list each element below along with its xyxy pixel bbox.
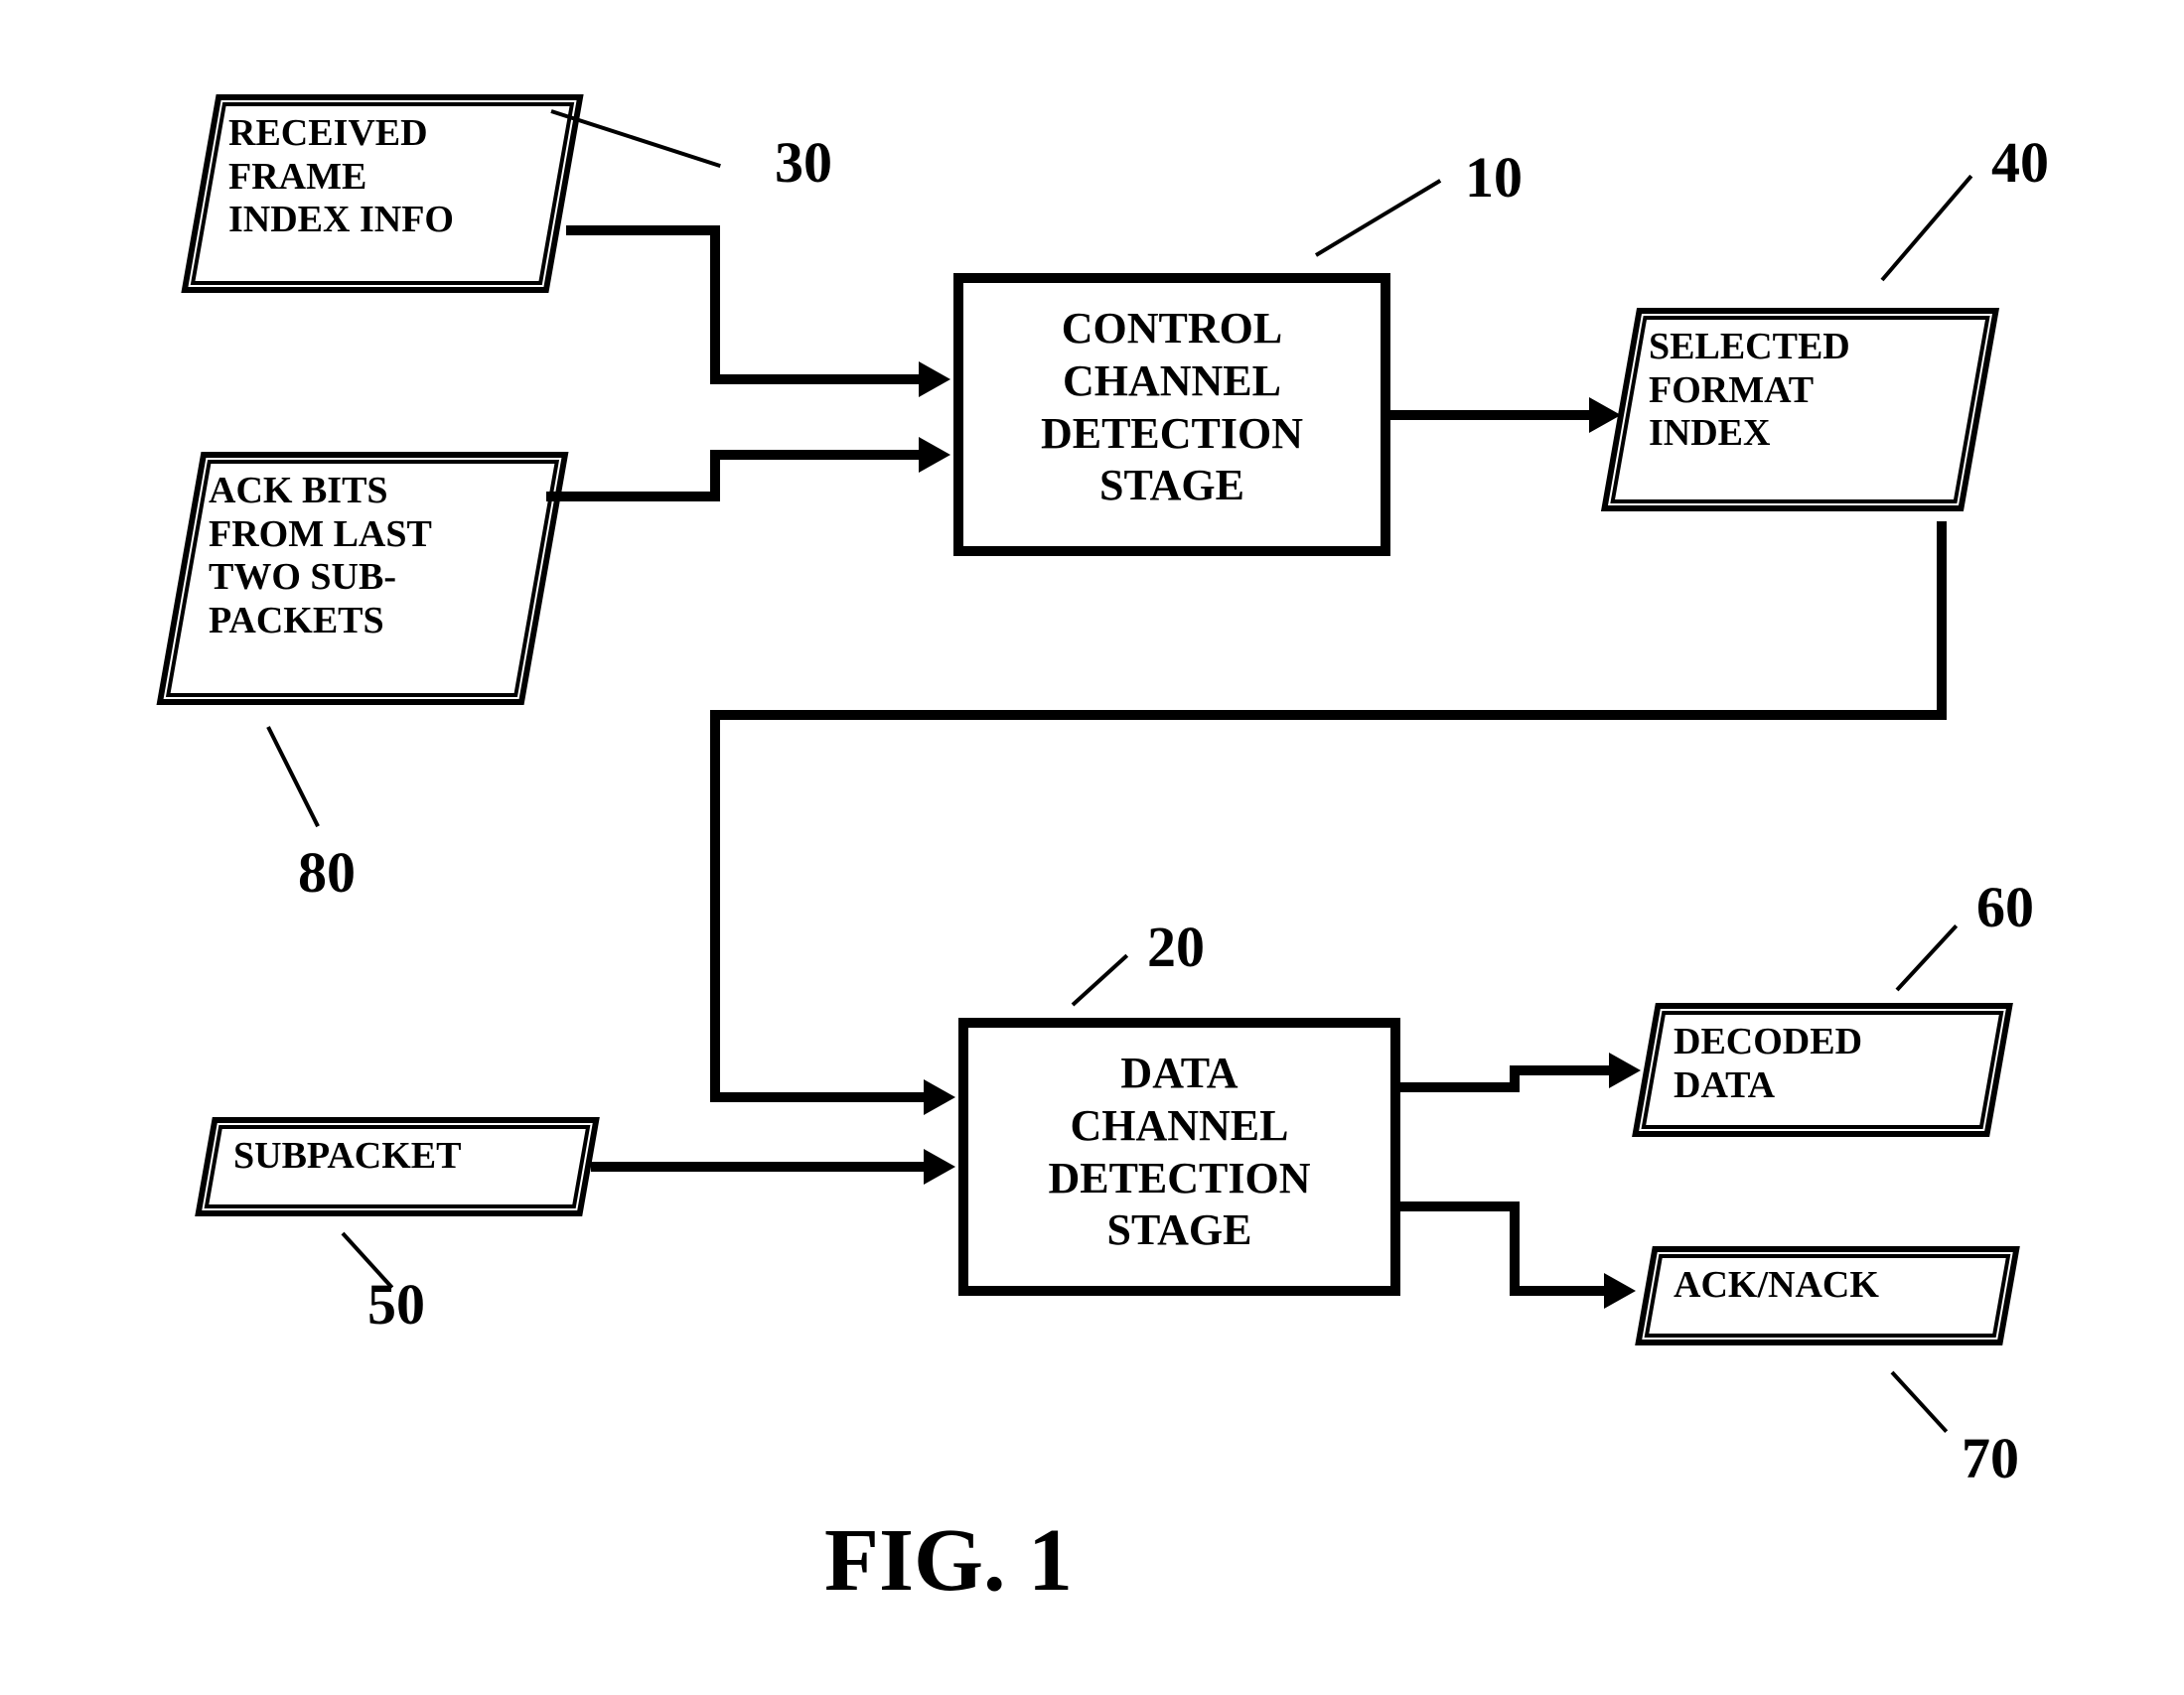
figure-title: FIG. 1 [824, 1509, 1073, 1612]
edge-segment [710, 710, 720, 1102]
n60-label: DECODED DATA [1674, 1021, 2001, 1107]
n50-label: SUBPACKET [233, 1135, 591, 1179]
n80-leader [266, 726, 320, 827]
n30-ref: 30 [775, 129, 832, 196]
arrowhead-icon [919, 437, 950, 473]
arrowhead-icon [924, 1079, 955, 1115]
n30-leader [550, 109, 720, 168]
n70-label: ACK/NACK [1674, 1264, 2011, 1308]
edge-segment [710, 225, 720, 384]
n80-ref: 80 [298, 839, 356, 906]
edge-segment [566, 225, 720, 235]
n50-ref: 50 [367, 1271, 425, 1338]
edge-segment [1395, 1201, 1520, 1211]
arrowhead-icon [919, 361, 950, 397]
edge-segment [1510, 1286, 1609, 1296]
n60-leader [1896, 924, 1959, 992]
n70-ref: 70 [1962, 1425, 2019, 1491]
edge-segment [1937, 521, 1947, 720]
edge-segment [710, 450, 924, 460]
arrowhead-icon [1609, 1053, 1641, 1088]
n10-label: CONTROL CHANNEL DETECTION STAGE [973, 303, 1371, 512]
arrowhead-icon [1589, 397, 1621, 433]
n10-ref: 10 [1465, 144, 1523, 211]
edge-segment [1510, 1201, 1520, 1296]
diagram-canvas: RECEIVED FRAME INDEX INFO 30 ACK BITS FROM… [0, 0, 2184, 1695]
arrowhead-icon [1604, 1273, 1636, 1309]
n40-ref: 40 [1991, 129, 2049, 196]
edge-segment [1510, 1065, 1614, 1075]
n80-label: ACK BITS FROM LAST TWO SUB- PACKETS [209, 470, 546, 643]
n60-ref: 60 [1976, 874, 2034, 940]
edge-segment [710, 374, 924, 384]
edge-segment [710, 1092, 929, 1102]
n40-leader [1880, 175, 1972, 282]
n30-label: RECEIVED FRAME INDEX INFO [228, 112, 566, 242]
n40-label: SELECTED FORMAT INDEX [1649, 326, 1981, 456]
n70-leader [1891, 1371, 1949, 1434]
arrowhead-icon [924, 1149, 955, 1185]
edge-segment [1395, 1082, 1520, 1092]
edge-segment [591, 1162, 929, 1172]
n20-leader [1072, 954, 1129, 1007]
n10-leader [1315, 179, 1441, 256]
n20-label: DATA CHANNEL DETECTION STAGE [978, 1048, 1381, 1257]
edge-segment [546, 492, 720, 501]
edge-segment [1385, 410, 1594, 420]
n20-ref: 20 [1147, 914, 1205, 980]
edge-segment [710, 710, 1947, 720]
